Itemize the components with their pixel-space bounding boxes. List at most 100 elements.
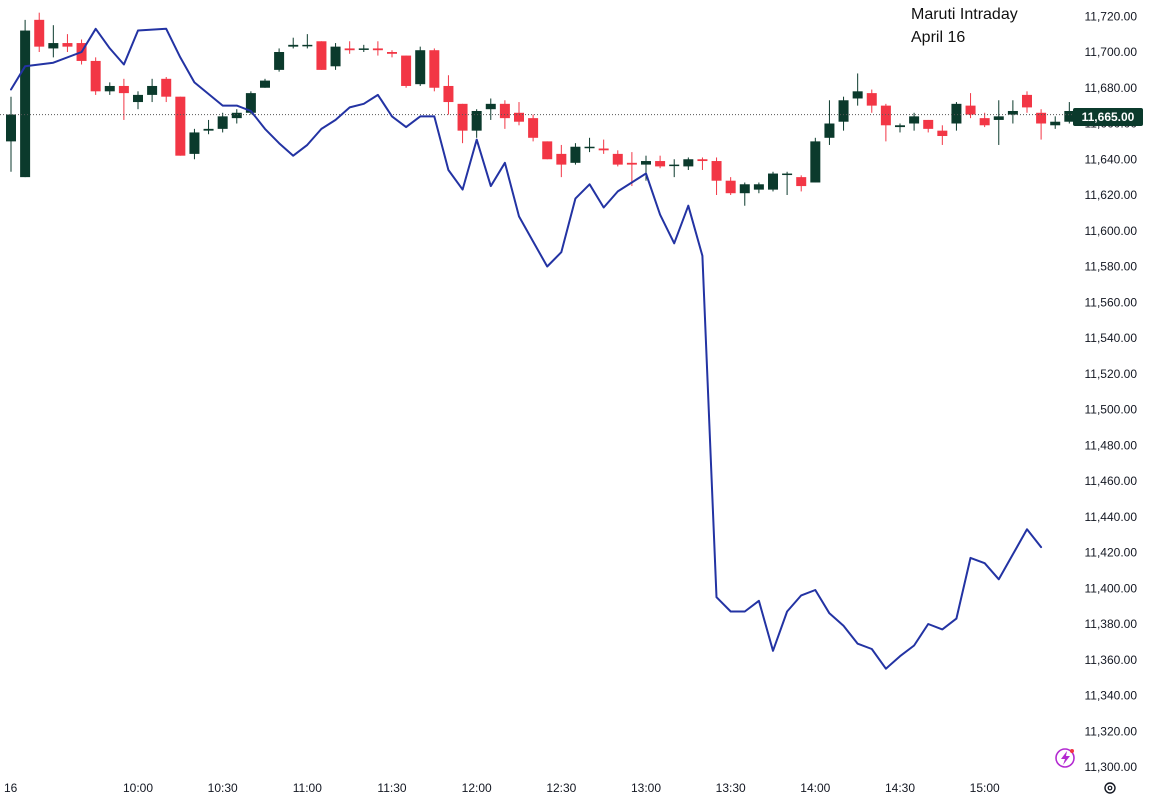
candle-body — [471, 110, 482, 131]
candle — [993, 100, 1004, 145]
candle-body — [880, 105, 891, 126]
y-tick-label: 11,560.00 — [1085, 295, 1138, 309]
y-tick-label: 11,600.00 — [1085, 224, 1138, 238]
candle — [62, 34, 73, 52]
current-price-label: 11,665.00 — [1073, 108, 1143, 126]
x-tick-label: 12:00 — [462, 781, 492, 795]
candle — [34, 12, 45, 52]
candle-body — [1036, 112, 1047, 124]
candle-body — [90, 60, 101, 92]
candle-body — [753, 184, 764, 190]
candle-body — [542, 141, 553, 160]
candle-body — [979, 118, 990, 126]
candle-body — [725, 180, 736, 194]
candle-body — [782, 173, 793, 176]
candle — [203, 119, 214, 135]
y-tick-label: 11,440.00 — [1085, 510, 1138, 524]
candle-body — [1064, 110, 1075, 122]
candle-body — [62, 43, 73, 47]
candle-body — [372, 48, 383, 51]
candle — [443, 75, 454, 115]
candle — [852, 73, 863, 106]
candle — [965, 93, 976, 119]
candle — [612, 150, 623, 167]
candle-body — [316, 41, 327, 70]
candle-body — [429, 50, 440, 88]
candle — [415, 46, 426, 86]
candle — [626, 152, 637, 187]
candle-body — [852, 91, 863, 99]
candle — [937, 125, 948, 145]
chart-title-line-1: Maruti Intraday — [911, 6, 1018, 23]
candle-body — [147, 85, 158, 95]
candle — [471, 109, 482, 138]
candle-body — [330, 46, 341, 67]
candle — [344, 41, 355, 54]
candle — [20, 19, 31, 178]
y-tick-label: 11,300.00 — [1085, 760, 1138, 774]
x-tick-label: 13:00 — [631, 781, 661, 795]
candle — [217, 112, 228, 133]
candle — [302, 34, 313, 49]
candle — [979, 112, 990, 128]
y-tick-label: 11,640.00 — [1085, 152, 1138, 166]
candle — [1036, 109, 1047, 140]
candle — [584, 137, 595, 153]
candle-body — [1050, 121, 1061, 126]
candle — [528, 114, 539, 142]
candle — [118, 78, 129, 120]
candle — [782, 171, 793, 195]
candle-body — [711, 161, 722, 181]
candle — [909, 112, 920, 131]
chart-title-line-2: April 16 — [911, 29, 966, 46]
candle-body — [683, 159, 694, 167]
y-tick-label: 11,500.00 — [1085, 403, 1138, 417]
candle — [894, 123, 905, 133]
gear-icon[interactable] — [1104, 782, 1116, 794]
candle-body — [513, 112, 524, 122]
candle — [753, 182, 764, 194]
candle — [1007, 100, 1018, 124]
candle — [358, 44, 369, 52]
candle — [739, 182, 750, 206]
candle-body — [48, 43, 59, 49]
candle — [796, 175, 807, 192]
candle-body — [767, 173, 778, 190]
candle-body — [909, 116, 920, 124]
candle — [132, 91, 143, 110]
candle-body — [415, 50, 426, 85]
candle-body — [274, 52, 285, 70]
candle-body — [965, 105, 976, 115]
candle-body — [697, 159, 708, 162]
candle — [401, 55, 412, 88]
y-tick-label: 11,340.00 — [1085, 689, 1138, 703]
x-tick-label: 13:30 — [716, 781, 746, 795]
candle — [1064, 102, 1075, 124]
candle-body — [499, 103, 510, 119]
y-tick-label: 11,540.00 — [1085, 331, 1138, 345]
candle-body — [528, 118, 539, 138]
date-marker: 16 — [4, 781, 18, 795]
tradingview-bolt-icon[interactable] — [1055, 748, 1075, 768]
candle — [880, 103, 891, 142]
candle — [951, 102, 962, 131]
candle-body — [993, 116, 1004, 120]
candle-body — [344, 48, 355, 51]
candle-body — [443, 85, 454, 103]
candle — [457, 103, 468, 144]
current-price-label-text: 11,665.00 — [1082, 110, 1135, 124]
candle-body — [584, 146, 595, 149]
x-axis[interactable]: 10:00 10:30 11:00 11:30 12:00 12:30 13:00 13:30… — [123, 781, 1000, 795]
candle-body — [1021, 94, 1032, 108]
candle — [1050, 116, 1061, 129]
candle — [697, 157, 708, 170]
x-tick-label: 10:00 — [123, 781, 153, 795]
candle-body — [655, 161, 666, 167]
current-price-label-bg — [1073, 108, 1143, 126]
x-tick-label: 12:30 — [546, 781, 576, 795]
candle — [485, 98, 496, 120]
candle — [725, 177, 736, 195]
candle — [6, 96, 16, 172]
y-tick-label: 11,320.00 — [1085, 724, 1138, 738]
